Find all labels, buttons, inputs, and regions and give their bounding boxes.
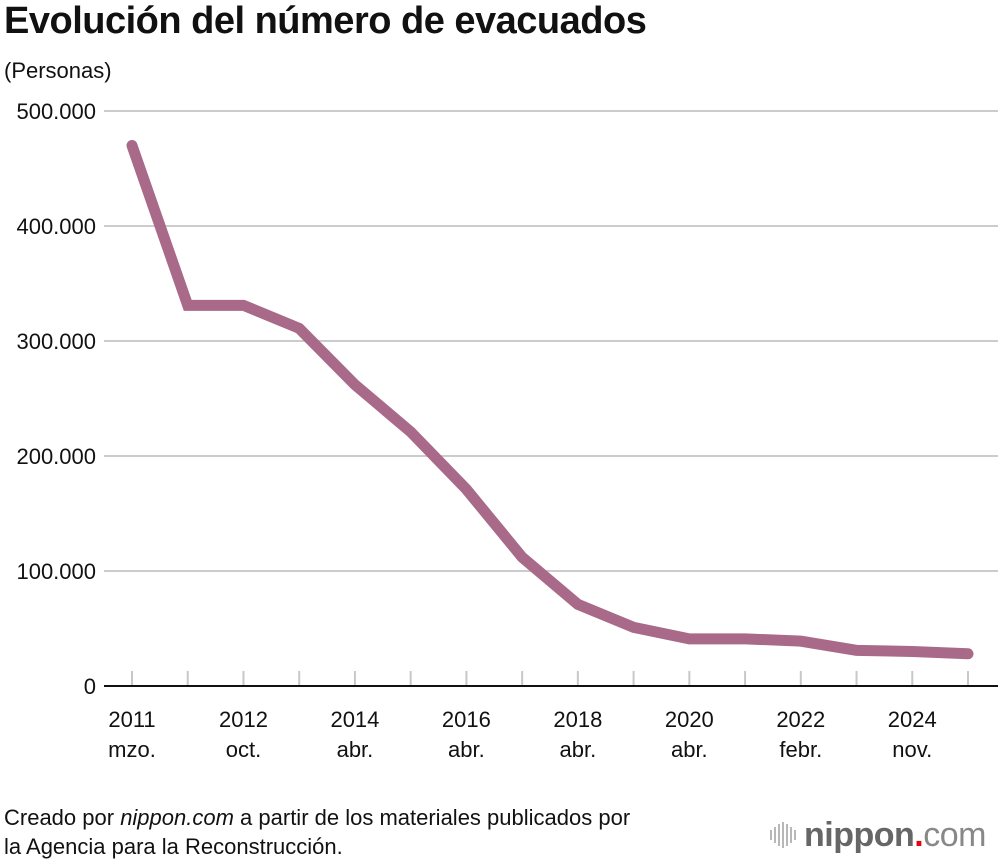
y-axis-unit-label: (Personas) — [4, 58, 112, 83]
y-tick-label: 300.000 — [16, 329, 96, 354]
x-tick-label-month: abr. — [671, 737, 708, 762]
logo-bars-icon — [770, 822, 796, 848]
x-tick-label-year: 2011 — [108, 707, 155, 732]
x-tick-label-month: abr. — [560, 737, 597, 762]
logo-name: nippon — [804, 815, 915, 854]
y-tick-label: 200.000 — [16, 444, 96, 469]
x-tick-label-year: 2012 — [219, 707, 268, 732]
x-tick-label-month: abr. — [337, 737, 374, 762]
source-prefix: Creado por — [4, 805, 121, 830]
source-site: nippon.com — [120, 805, 234, 830]
y-tick-label: 500.000 — [16, 99, 96, 124]
x-tick-label-month: nov. — [892, 737, 932, 762]
series-line — [126, 140, 974, 660]
x-tick-label-month: abr. — [448, 737, 485, 762]
x-tick-label-month: oct. — [226, 737, 261, 762]
x-tick-label-year: 2020 — [665, 707, 714, 732]
x-tick-label-month: mzo. — [108, 737, 156, 762]
line-chart: 0 100.000 200.000 300.000 400.000 500.000 201… — [16, 99, 998, 762]
x-tick-label-year: 2016 — [442, 707, 491, 732]
source-note: Creado por nippon.com a partir de los ma… — [4, 803, 630, 861]
x-tick-label-year: 2014 — [330, 707, 379, 732]
logo-text: nippon.com — [804, 816, 986, 855]
x-tick-label-year: 2022 — [776, 707, 825, 732]
x-tick-label-year: 2024 — [888, 707, 937, 732]
nippon-logo: nippon.com — [770, 815, 986, 855]
source-line2: la Agencia para la Reconstrucción. — [4, 834, 343, 859]
logo-suffix: com — [923, 815, 986, 854]
logo-dot: . — [914, 815, 924, 854]
y-tick-label: 0 — [84, 674, 96, 699]
x-axis-ticks: 2011 mzo. 2012 oct. 2014 abr. 2016 abr. 2018 abr.… — [108, 671, 969, 762]
series-group — [126, 140, 974, 660]
chart-title: Evolución del número de evacuados — [4, 0, 647, 42]
source-line1-rest: a partir de los materiales publicados po… — [233, 805, 631, 830]
x-tick-label-month: febr. — [779, 737, 822, 762]
y-tick-label: 400.000 — [16, 214, 96, 239]
y-axis-ticks: 0 100.000 200.000 300.000 400.000 500.000 — [16, 99, 96, 699]
gridlines — [104, 110, 998, 572]
x-tick-label-year: 2018 — [553, 707, 602, 732]
y-tick-label: 100.000 — [16, 559, 96, 584]
